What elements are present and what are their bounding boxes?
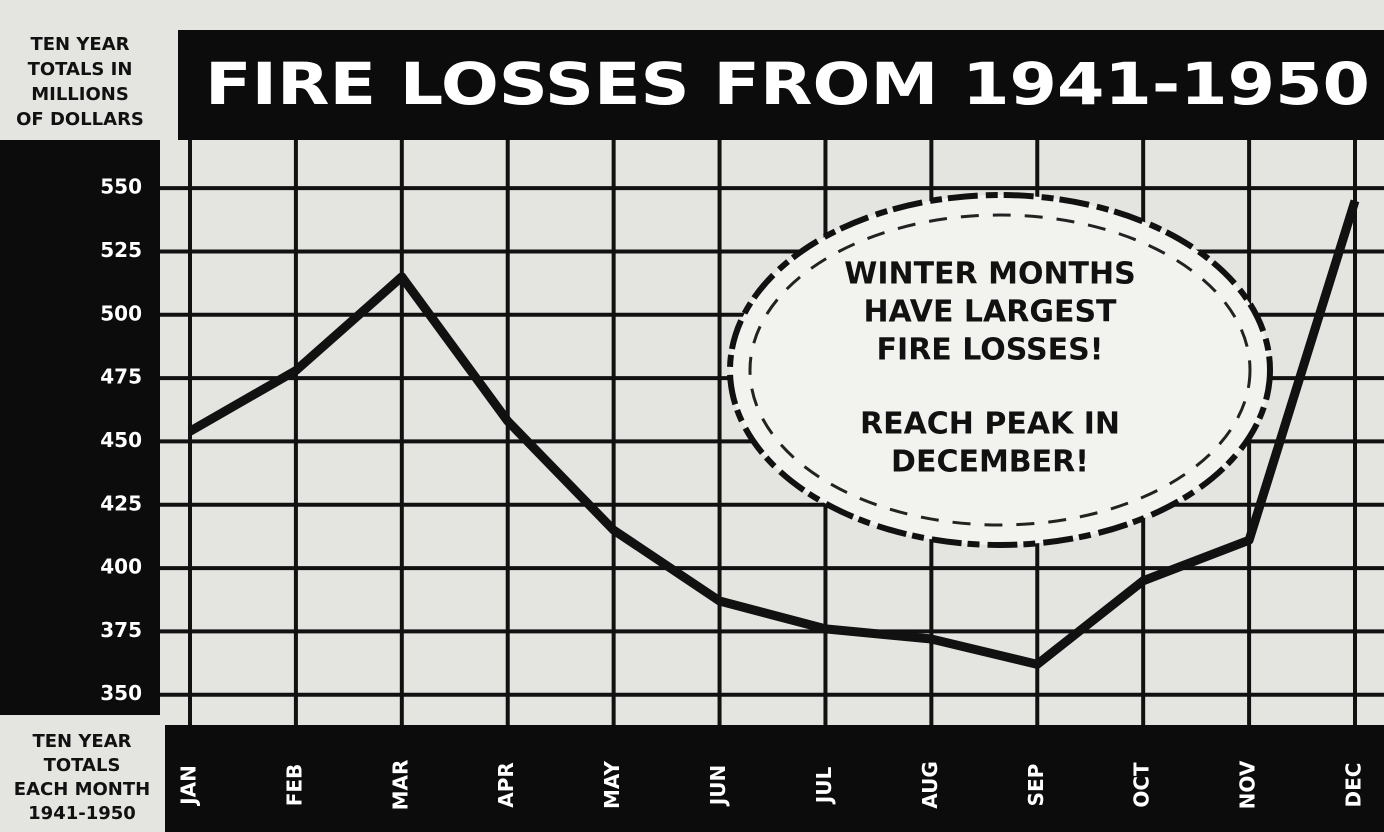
x-tick-label: APR (494, 762, 518, 808)
x-axis-label: 1941-1950 (28, 803, 136, 824)
y-tick-label: 375 (100, 618, 142, 642)
annotation: HAVE LARGEST (863, 295, 1117, 330)
x-axis-panel (165, 725, 1384, 832)
annotation: DECEMBER! (891, 445, 1089, 480)
y-tick-label: 550 (100, 175, 142, 199)
chart: FIRE LOSSES FROM 1941-1950 350 375 400 425 4… (0, 0, 1384, 832)
y-tick-label: 450 (100, 428, 142, 452)
y-tick-label: 475 (100, 365, 142, 389)
page-body: FIRE LOSSES FROM 1941-1950 350 375 400 425 4… (0, 0, 1384, 832)
x-tick-label: NOV (1236, 760, 1260, 809)
y-tick-label: 525 (100, 238, 142, 262)
x-tick-label: MAY (600, 761, 624, 809)
x-tick-label: FEB (282, 764, 306, 807)
x-axis-label: EACH MONTH (14, 779, 150, 800)
x-tick-label: JAN (177, 765, 201, 807)
annotation: REACH PEAK IN (860, 407, 1120, 442)
x-tick-label: DEC (1342, 763, 1366, 808)
y-tick-label: 500 (100, 301, 142, 325)
annotation-cloud (730, 195, 1270, 545)
y-tick-label: 350 (100, 681, 142, 705)
y-tick-label: 425 (100, 491, 142, 515)
x-tick-label: SEP (1024, 764, 1048, 807)
annotation: WINTER MONTHS (844, 257, 1136, 292)
y-axis-label: MILLIONS (31, 84, 129, 105)
x-axis-label: TOTALS (44, 755, 121, 776)
y-tick-label: 400 (100, 555, 142, 579)
x-tick-label: JUL (812, 767, 836, 806)
annotation: FIRE LOSSES! (877, 333, 1104, 368)
x-axis-label: TEN YEAR (32, 731, 131, 752)
x-tick-label: MAR (388, 760, 412, 811)
page: {"chart_data": {"type": "line", "title":… (0, 0, 1384, 832)
x-tick-label: AUG (918, 761, 942, 809)
chart-title: FIRE LOSSES FROM 1941-1950 (205, 50, 1370, 118)
x-tick-label: JUN (706, 765, 730, 807)
x-tick-label: OCT (1130, 762, 1154, 808)
y-axis-label: TOTALS IN (28, 59, 133, 80)
y-axis-label: OF DOLLARS (16, 109, 144, 130)
y-axis-label: TEN YEAR (30, 34, 129, 55)
